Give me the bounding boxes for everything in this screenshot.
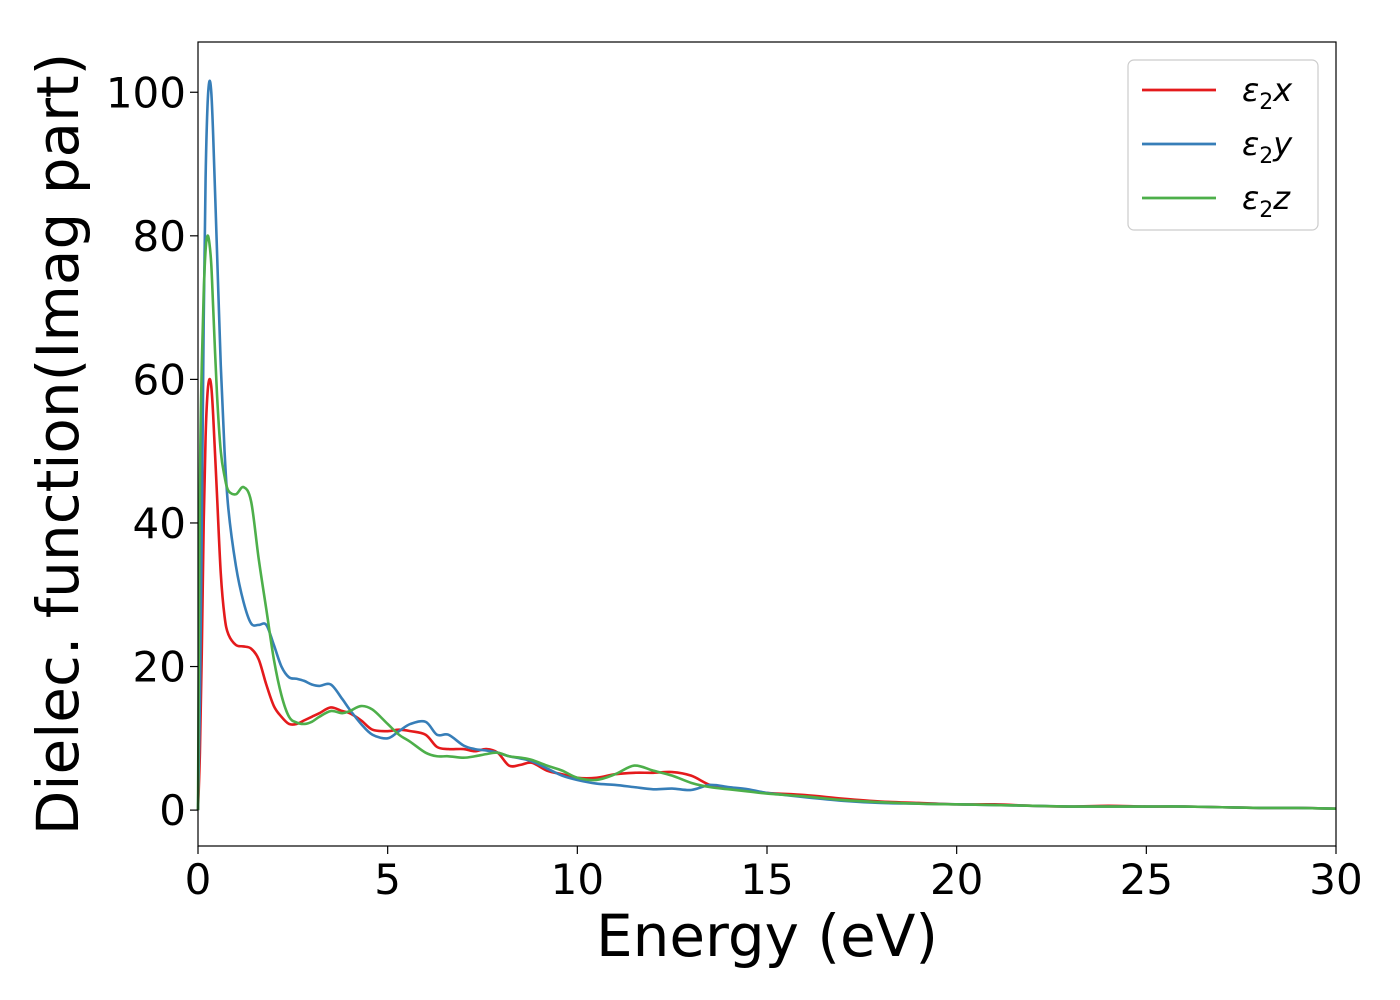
y-axis-title: Dielec. function(Imag part) xyxy=(24,53,92,836)
legend-label-x: ε2x xyxy=(1242,71,1293,115)
series-line-z xyxy=(196,234,1337,811)
legend-box xyxy=(1127,59,1319,231)
x-tick-label: 15 xyxy=(740,855,793,904)
y-tick-label: 80 xyxy=(133,212,186,261)
y-tick-label: 20 xyxy=(133,643,186,692)
x-tick-label: 30 xyxy=(1309,855,1362,904)
y-tick-label: 100 xyxy=(106,68,186,117)
x-tick-label: 20 xyxy=(930,855,983,904)
y-tick-label: 40 xyxy=(133,499,186,548)
y-tick-label: 60 xyxy=(133,355,186,404)
y-axis-ticks: 0 20 40 60 80 100 xyxy=(106,68,198,835)
x-tick-label: 25 xyxy=(1120,855,1173,904)
y-tick-label: 0 xyxy=(159,786,186,835)
x-tick-label: 10 xyxy=(551,855,604,904)
legend: ε2x ε2y ε2z xyxy=(1127,59,1319,231)
x-axis-ticks: 0 5 10 15 20 25 30 xyxy=(185,846,1363,904)
legend-label-y: ε2y xyxy=(1242,125,1293,169)
x-tick-label: 5 xyxy=(374,855,401,904)
x-axis-title: Energy (eV) xyxy=(596,902,938,970)
legend-label-z: ε2z xyxy=(1242,179,1291,223)
x-tick-label: 0 xyxy=(185,855,212,904)
series-layer xyxy=(196,79,1337,811)
